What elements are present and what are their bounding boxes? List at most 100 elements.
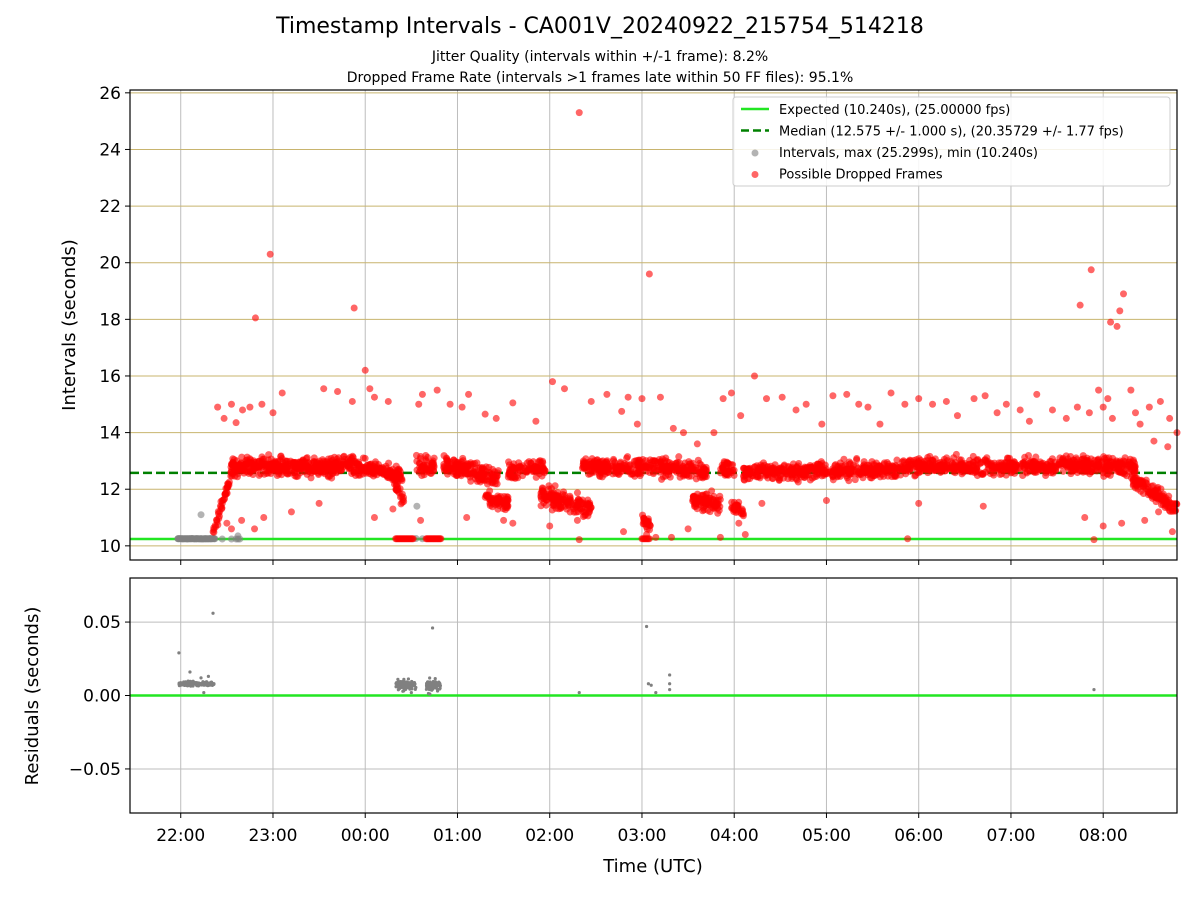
- dropped-frame-point: [603, 390, 611, 398]
- dropped-frame-points: [209, 109, 1181, 544]
- dropped-frame-point: [956, 456, 964, 464]
- residual-point: [406, 677, 411, 681]
- residual-point: [400, 680, 404, 684]
- dropped-frame-point: [1062, 414, 1070, 422]
- dropped-frame-point: [710, 429, 718, 437]
- dropped-frame-point: [232, 419, 240, 427]
- dropped-frame-point: [372, 464, 380, 472]
- dropped-frame-point: [370, 393, 378, 401]
- dropped-frame-point: [1116, 307, 1124, 315]
- dropped-frame-point: [260, 514, 268, 522]
- dropped-frame-point: [735, 519, 743, 527]
- dropped-frame-point: [641, 462, 649, 470]
- dropped-frame-point: [429, 467, 437, 475]
- x-tick-label: 23:00: [248, 826, 297, 846]
- dropped-frame-point: [575, 109, 583, 117]
- dropped-frame-point: [464, 463, 472, 471]
- dropped-frame-point: [1113, 322, 1121, 330]
- dropped-frame-point: [596, 462, 604, 470]
- dropped-frame-point: [390, 473, 398, 481]
- dropped-frame-point: [364, 461, 372, 469]
- dropped-frame-point: [524, 466, 532, 474]
- dropped-frame-point: [1138, 480, 1146, 488]
- dropped-frame-point: [409, 535, 417, 543]
- dropped-frame-point: [329, 456, 337, 464]
- dropped-frame-point: [227, 525, 235, 533]
- dropped-frame-point: [915, 395, 923, 403]
- dropped-frame-point: [829, 392, 837, 400]
- interval-point: [236, 535, 244, 543]
- residual-point: [403, 680, 407, 684]
- dropped-frame-point: [1141, 516, 1149, 524]
- dropped-frame-point: [246, 403, 254, 411]
- dropped-frame-point: [615, 470, 623, 478]
- residual-point: [406, 685, 410, 689]
- dropped-frame-point: [929, 400, 937, 408]
- dropped-frame-point: [1033, 390, 1041, 398]
- top-y-tick-label: 12: [99, 480, 121, 500]
- residual-point: [1092, 688, 1096, 692]
- dropped-frame-point: [312, 461, 320, 469]
- dropped-frame-point: [751, 463, 759, 471]
- dropped-frame-point: [320, 385, 328, 393]
- dropped-frame-point: [246, 468, 254, 476]
- dropped-frame-point: [711, 502, 719, 510]
- dropped-frame-point: [575, 536, 583, 544]
- dropped-frame-point: [1136, 420, 1144, 428]
- dropped-frame-point: [1025, 417, 1033, 425]
- dropped-frame-point: [370, 472, 378, 480]
- dropped-frame-point: [464, 470, 472, 478]
- legend-label: Intervals, max (25.299s), min (10.240s): [779, 146, 1038, 161]
- dropped-frame-point: [1131, 409, 1139, 417]
- dropped-frame-point: [546, 522, 554, 530]
- dropped-frame-point: [703, 490, 711, 498]
- dropped-frame-point: [915, 499, 923, 507]
- dropped-frame-point: [950, 466, 958, 474]
- residual-point: [427, 687, 431, 692]
- dropped-frame-point: [699, 463, 707, 471]
- dropped-frame-point: [334, 388, 342, 396]
- residual-point: [394, 685, 398, 689]
- residual-point: [654, 690, 658, 695]
- dropped-frame-point: [616, 462, 624, 470]
- residual-point: [205, 683, 209, 687]
- dropped-frame-point: [907, 461, 915, 469]
- dropped-frame-point: [268, 466, 276, 474]
- dropped-frame-point: [1127, 461, 1135, 469]
- dropped-frame-point: [1155, 508, 1163, 516]
- dropped-frame-point: [1081, 514, 1089, 522]
- dropped-frame-point: [505, 458, 513, 466]
- residual-point: [427, 680, 431, 685]
- residual-point: [430, 626, 435, 630]
- dropped-frame-point: [709, 496, 717, 504]
- dropped-frame-point: [728, 466, 736, 474]
- dropped-frame-point: [506, 469, 514, 477]
- residual-point: [397, 686, 402, 690]
- dropped-frame-point: [415, 400, 423, 408]
- top-y-tick-label: 16: [99, 367, 121, 387]
- dropped-frame-point: [1016, 406, 1024, 414]
- dropped-frame-point: [722, 464, 730, 472]
- dropped-frame-point: [662, 463, 670, 471]
- dropped-frame-point: [693, 440, 701, 448]
- dropped-frame-point: [417, 453, 425, 461]
- dropped-frame-point: [901, 400, 909, 408]
- dropped-frame-point: [319, 468, 327, 476]
- dropped-frame-point: [220, 414, 228, 422]
- dropped-frame-point: [832, 461, 840, 469]
- residual-point: [412, 684, 417, 688]
- dropped-frame-point: [495, 501, 503, 509]
- dropped-frame-point: [896, 463, 904, 471]
- residual-point: [668, 682, 672, 686]
- dropped-frame-point: [853, 454, 861, 462]
- dropped-frame-point: [566, 492, 574, 500]
- dropped-frame-point: [953, 412, 961, 420]
- dropped-frame-point: [251, 314, 259, 322]
- dropped-frame-point: [942, 397, 950, 405]
- dropped-frame-point: [704, 506, 712, 514]
- dropped-frame-point: [307, 474, 315, 482]
- interval-point: [218, 535, 226, 543]
- dropped-frame-point: [672, 459, 680, 467]
- dropped-frame-point: [1042, 471, 1050, 479]
- dropped-frame-point: [278, 389, 286, 397]
